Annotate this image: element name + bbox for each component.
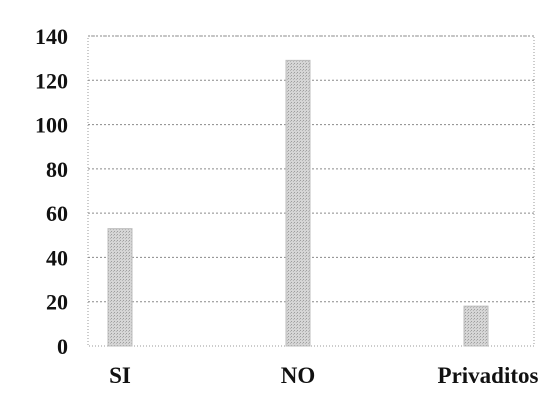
y-tick-label: 80 xyxy=(46,157,68,182)
x-category-label: Privaditos xyxy=(438,363,539,388)
y-tick-label: 0 xyxy=(57,334,68,359)
y-tick-label: 40 xyxy=(46,245,68,270)
bar-si xyxy=(107,228,133,347)
bars xyxy=(107,59,489,347)
x-category-label: SI xyxy=(109,363,131,388)
y-tick-label: 60 xyxy=(46,201,68,226)
y-tick-label: 140 xyxy=(35,24,68,49)
bar-privaditos xyxy=(463,305,489,347)
bar-no xyxy=(285,59,311,347)
x-axis-category-labels: SI NO Privaditos xyxy=(109,363,538,388)
x-category-label: NO xyxy=(281,363,316,388)
y-tick-label: 20 xyxy=(46,290,68,315)
plot-frame xyxy=(87,35,535,347)
y-tick-label: 100 xyxy=(35,113,68,138)
y-axis-tick-labels: 0 20 40 60 80 100 120 140 xyxy=(35,24,68,359)
gridlines xyxy=(88,35,534,303)
y-tick-label: 120 xyxy=(35,68,68,93)
